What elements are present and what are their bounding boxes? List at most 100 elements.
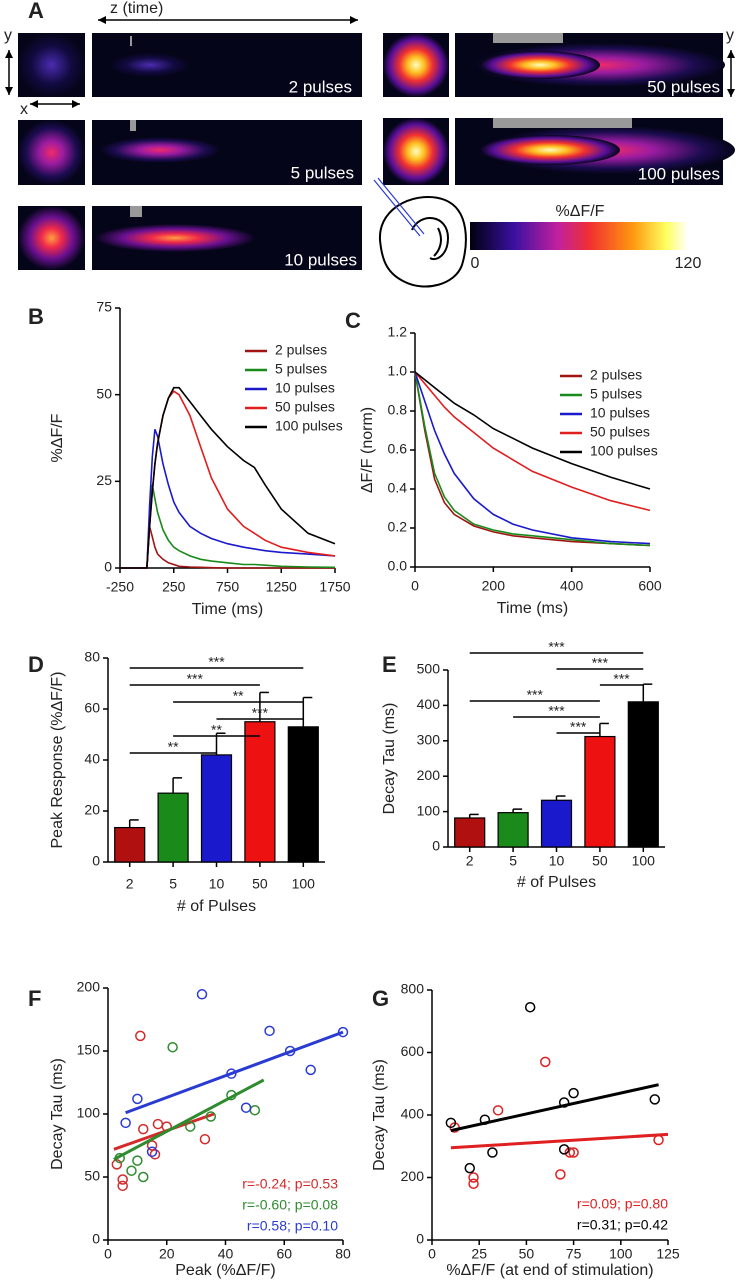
x-tick-label: 200: [482, 578, 506, 594]
y-tick-label: 0.2: [388, 519, 408, 535]
point: [558, 1144, 570, 1155]
y-axis-label: %ΔF/F: [49, 413, 66, 462]
y-tick-label: 0.8: [388, 402, 408, 418]
y-tick-label: 100: [417, 802, 441, 818]
xy-image: [383, 118, 449, 185]
legend-label: 5 pulses: [275, 361, 327, 377]
fit-line: [113, 1078, 265, 1161]
x-tick-label: 50: [519, 1246, 535, 1262]
bar: [287, 726, 319, 863]
point: [152, 1118, 164, 1130]
y-tick-label: 0.0: [388, 558, 408, 574]
legend-label: 100 pulses: [275, 418, 343, 434]
x-tick-label: 75: [566, 1246, 582, 1262]
legend-label: 10 pulses: [590, 405, 650, 421]
bar: [584, 735, 616, 848]
legend-label: 5 pulses: [590, 386, 642, 402]
z-axis-label: z (time): [110, 0, 163, 17]
stat-annotation: r=-0.24; p=0.53: [242, 1176, 338, 1192]
electrode: [373, 177, 425, 237]
series-line: [120, 429, 336, 569]
y-axis-label: y: [4, 27, 12, 44]
xy-image: [18, 33, 85, 97]
point: [132, 1155, 143, 1166]
y-tick-label: 100: [77, 1105, 101, 1121]
xy-image: [18, 206, 85, 270]
y-tick-label: 0: [104, 559, 112, 575]
y-axis-label: ΔF/F (norm): [359, 407, 376, 493]
point: [146, 1146, 158, 1158]
colorbar-min: 0: [471, 255, 480, 272]
point: [111, 1159, 123, 1170]
bar: [454, 817, 486, 848]
y-tick-label: 75: [96, 299, 112, 315]
point: [117, 1174, 128, 1185]
y-tick-label: 1.2: [388, 324, 408, 340]
point: [492, 1105, 504, 1116]
fit-line: [450, 1083, 659, 1133]
x-tick-label: -250: [106, 579, 134, 595]
bar: [497, 812, 529, 848]
y-axis-label: Decay Tau (ms): [49, 1058, 66, 1170]
point: [540, 1056, 551, 1068]
y-tick-label: 500: [417, 661, 441, 677]
point: [117, 1180, 128, 1192]
point: [126, 1165, 137, 1176]
point: [240, 1102, 252, 1113]
point: [138, 1123, 149, 1135]
y-tick-label: 0.4: [388, 480, 408, 496]
x-tick-label: 0: [411, 578, 419, 594]
point: [249, 1104, 261, 1116]
fit-line: [125, 1030, 344, 1115]
signal: [95, 224, 255, 252]
point: [196, 989, 208, 1000]
x-tick-label: 2: [466, 853, 474, 869]
pulse-label: 50 pulses: [647, 77, 720, 96]
stat-annotation: r=0.58; p=0.10: [247, 1218, 338, 1234]
panel-letter: E: [382, 652, 397, 677]
series-line: [414, 371, 651, 547]
significance-label: ***: [548, 639, 565, 655]
point: [649, 1094, 661, 1105]
x-tick-label: 50: [592, 853, 608, 869]
bar: [244, 721, 276, 863]
legend-label: 10 pulses: [275, 380, 335, 396]
x-tick-label: 125: [656, 1246, 680, 1262]
y-tick-label: 1.0: [388, 363, 408, 379]
x-tick-label: 40: [218, 1246, 234, 1262]
point: [568, 1147, 579, 1158]
x-tick-label: 1250: [266, 579, 297, 595]
legend-label: 2 pulses: [590, 367, 642, 383]
stimulus-bar: [130, 36, 132, 46]
point: [468, 1178, 479, 1189]
x-tick-label: 0: [104, 1246, 112, 1262]
significance-label: **: [211, 722, 222, 738]
xy-image: [383, 33, 449, 97]
significance-label: **: [233, 688, 244, 704]
x-axis-label: # of Pulses: [177, 898, 256, 915]
panel-a: A z (time) y x y 2 pulses 5 pulses 10 pu…: [4, 0, 735, 288]
point: [653, 1134, 664, 1146]
point: [138, 1171, 149, 1183]
x-tick-label: 5: [169, 876, 177, 892]
x-axis-label: x: [20, 101, 28, 118]
panel-letter: A: [28, 0, 44, 23]
panel-letter: C: [345, 308, 361, 333]
y-tick-label: 0.6: [388, 441, 408, 457]
colorbar: [470, 222, 688, 250]
legend-label: 50 pulses: [275, 399, 335, 415]
point: [120, 1117, 131, 1129]
x-tick-label: 100: [632, 853, 656, 869]
significance-label: ***: [527, 687, 544, 703]
point: [132, 1093, 143, 1105]
y-tick-label: 400: [401, 1106, 425, 1122]
colorbar-max: 120: [675, 255, 702, 272]
point: [185, 1121, 196, 1132]
pulse-label: 5 pulses: [291, 163, 354, 182]
stimulus-bar: [493, 33, 563, 43]
brain-detail: [411, 217, 450, 260]
x-tick-label: 750: [216, 579, 240, 595]
panel-letter: B: [28, 304, 44, 329]
series-line: [414, 371, 651, 547]
